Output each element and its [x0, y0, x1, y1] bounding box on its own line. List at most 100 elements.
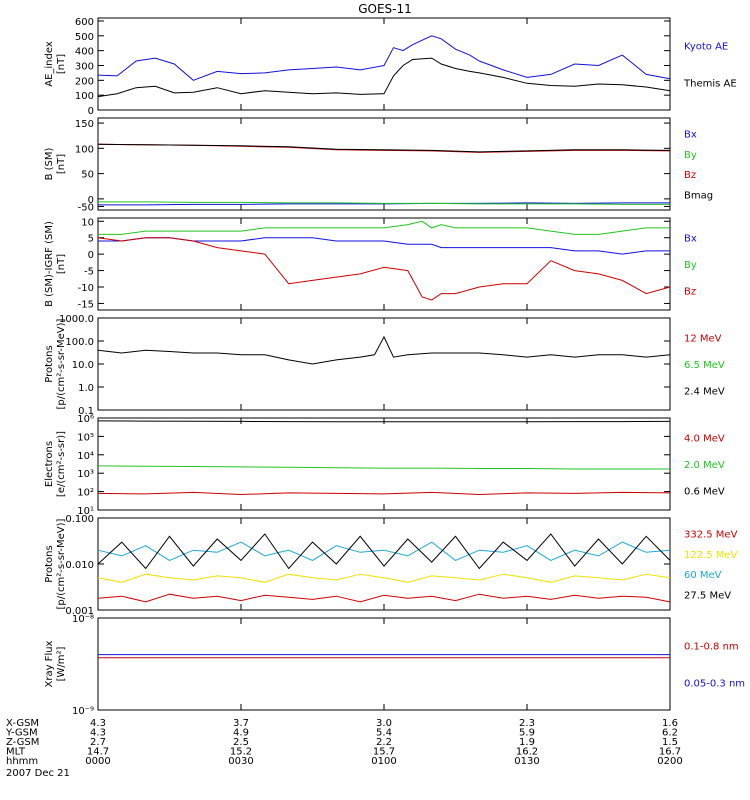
y-tick-label: -50 — [78, 202, 94, 213]
y-axis-label: [nT] — [56, 254, 67, 274]
legend-label: 12 MeV — [684, 334, 722, 345]
orbit-row-label: hhmm — [6, 756, 38, 767]
series-line-0-6-mev — [97, 420, 671, 423]
y-tick-label: 0 — [88, 195, 94, 206]
panel-3: 10 5 0 -5 -10 -15 B (SM)-IGRF (SM) [nT] Bx By Bz — [44, 217, 697, 311]
orbit-value: 5.4 — [376, 728, 392, 739]
panel-frame — [97, 417, 671, 511]
y-tick-label: 0.001 — [65, 606, 94, 617]
y-tick-label: 10 — [81, 217, 94, 228]
panel-2: 150 100 50 0-50 B (SM) [nT] Bx By Bz Bmag — [44, 117, 713, 213]
legend-label: 2.4 MeV — [684, 386, 725, 397]
panel-frame — [97, 317, 671, 411]
orbit-value: 4.9 — [233, 728, 249, 739]
orbit-value: 0200 — [657, 756, 682, 767]
y-axis-label: [p/(cm²-s-sr-MeV)] — [56, 318, 67, 409]
y-tick-label: 10⁴ — [77, 451, 94, 462]
y-axis-label: Protons — [44, 545, 55, 582]
y-tick-label: 10⁻⁹ — [72, 706, 94, 717]
orbit-row-label: Z-GSM — [6, 737, 39, 748]
y-tick-label: -15 — [78, 299, 94, 310]
y-tick-label: 5 — [88, 234, 94, 245]
series-line-kyoto-ae — [97, 35, 671, 81]
y-tick-label: 0.1 — [78, 406, 94, 417]
legend-label: 332.5 MeV — [684, 529, 738, 540]
series-line-4-0-mev — [97, 491, 671, 496]
panel-frame — [97, 117, 671, 211]
orbit-value: 0000 — [85, 756, 110, 767]
y-tick-label: 0 — [88, 250, 94, 261]
series-line-bz — [97, 237, 671, 301]
legend-label: Bz — [684, 170, 696, 181]
panel-5: 10⁶ 10⁵ 10⁴ 10³ 10² 10¹ Electrons [e/(cm²-s-sr)… — [44, 414, 725, 517]
legend-label: Bx — [684, 234, 697, 245]
legend-label: 27.5 MeV — [684, 591, 731, 602]
y-tick-label: 0.010 — [65, 560, 94, 571]
y-tick-label: 0.100 — [65, 514, 94, 525]
y-tick-label: -10 — [78, 283, 94, 294]
y-tick-label: 10⁻⁸ — [72, 614, 94, 625]
y-tick-label: 1000.0 — [59, 314, 94, 325]
orbit-value: 2.3 — [519, 718, 535, 729]
orbit-value: 2.7 — [90, 737, 106, 748]
legend-label: 122.5 MeV — [684, 550, 738, 561]
legend-label: 0.05-0.3 nm — [684, 678, 745, 689]
y-tick-label: 600 — [75, 17, 94, 28]
orbit-value: 1.5 — [662, 737, 678, 748]
y-axis-label: Protons — [44, 345, 55, 382]
y-axis-label: [nT] — [56, 54, 67, 74]
y-tick-label: 1.0 — [78, 383, 94, 394]
y-tick-label: 100 — [75, 91, 94, 102]
y-tick-label: 200 — [75, 76, 94, 87]
orbit-row-label: X-GSM — [6, 718, 39, 729]
orbit-value: 16.7 — [659, 747, 681, 758]
orbit-value: 4.3 — [90, 718, 106, 729]
orbit-value: 1.6 — [662, 718, 678, 729]
y-tick-label: 50 — [81, 170, 94, 181]
panel-6: 0.100 0.010 0.001 Protons [p/(cm²-s-sr-MeV)]… — [44, 514, 738, 617]
y-axis-label: [p/(cm²-s-sr-MeV)] — [56, 518, 67, 609]
plot-title: GOES-11 — [358, 2, 412, 16]
panel-frame — [97, 617, 671, 711]
legend-label: 0.6 MeV — [684, 486, 725, 497]
y-axis-label: [nT] — [56, 154, 67, 174]
orbit-value: 3.0 — [376, 718, 392, 729]
y-axis-label: B (SM)-IGRF (SM) — [44, 221, 55, 307]
orbit-value: 2.2 — [376, 737, 392, 748]
series-line-2-4-mev — [97, 335, 671, 365]
series-line-bx — [98, 237, 670, 255]
y-tick-label: 10¹ — [77, 506, 94, 517]
panel-frame — [97, 217, 671, 311]
y-tick-label: 300 — [75, 61, 94, 72]
y-axis-label: Electrons — [44, 441, 55, 487]
series-line-2-0-mev — [97, 465, 670, 470]
orbit-value: 16.2 — [516, 747, 538, 758]
y-axis-label: [W/m²] — [56, 646, 67, 681]
y-tick-label: 10³ — [77, 469, 94, 480]
orbit-value: 3.7 — [233, 718, 249, 729]
y-axis-label: [e/(cm²-s-sr)] — [56, 431, 67, 497]
series-line-bmag — [97, 143, 671, 153]
orbit-row-label: MLT — [6, 747, 26, 758]
y-axis-label: AE_index — [44, 41, 55, 87]
series-line-60-mev — [97, 541, 671, 561]
legend-label: Bmag — [684, 191, 713, 202]
y-tick-label: 0 — [88, 106, 94, 117]
orbit-value: 14.7 — [87, 747, 109, 758]
panel-frame — [97, 17, 671, 111]
orbit-row-label: Y-GSM — [5, 728, 38, 739]
y-tick-label: 10.0 — [72, 360, 94, 371]
y-tick-label: -5 — [84, 267, 94, 278]
y-tick-label: 10⁵ — [77, 432, 94, 443]
panel-4: 1000.0 100.0 10.0 1.0 0.1 Protons [p/(cm²-s-sr… — [44, 314, 725, 417]
legend-label: By — [684, 150, 697, 161]
orbit-value: 4.3 — [90, 728, 106, 739]
series-line-122-5-mev — [97, 573, 671, 583]
orbit-value: 15.7 — [373, 747, 395, 758]
series-line-332-5-mev — [97, 593, 671, 603]
legend-label: Kyoto AE — [684, 42, 728, 53]
y-tick-label: 150 — [75, 119, 94, 130]
series-line-27-5-mev — [97, 533, 671, 570]
y-tick-label: 500 — [75, 32, 94, 43]
y-tick-label: 10⁶ — [77, 414, 94, 425]
